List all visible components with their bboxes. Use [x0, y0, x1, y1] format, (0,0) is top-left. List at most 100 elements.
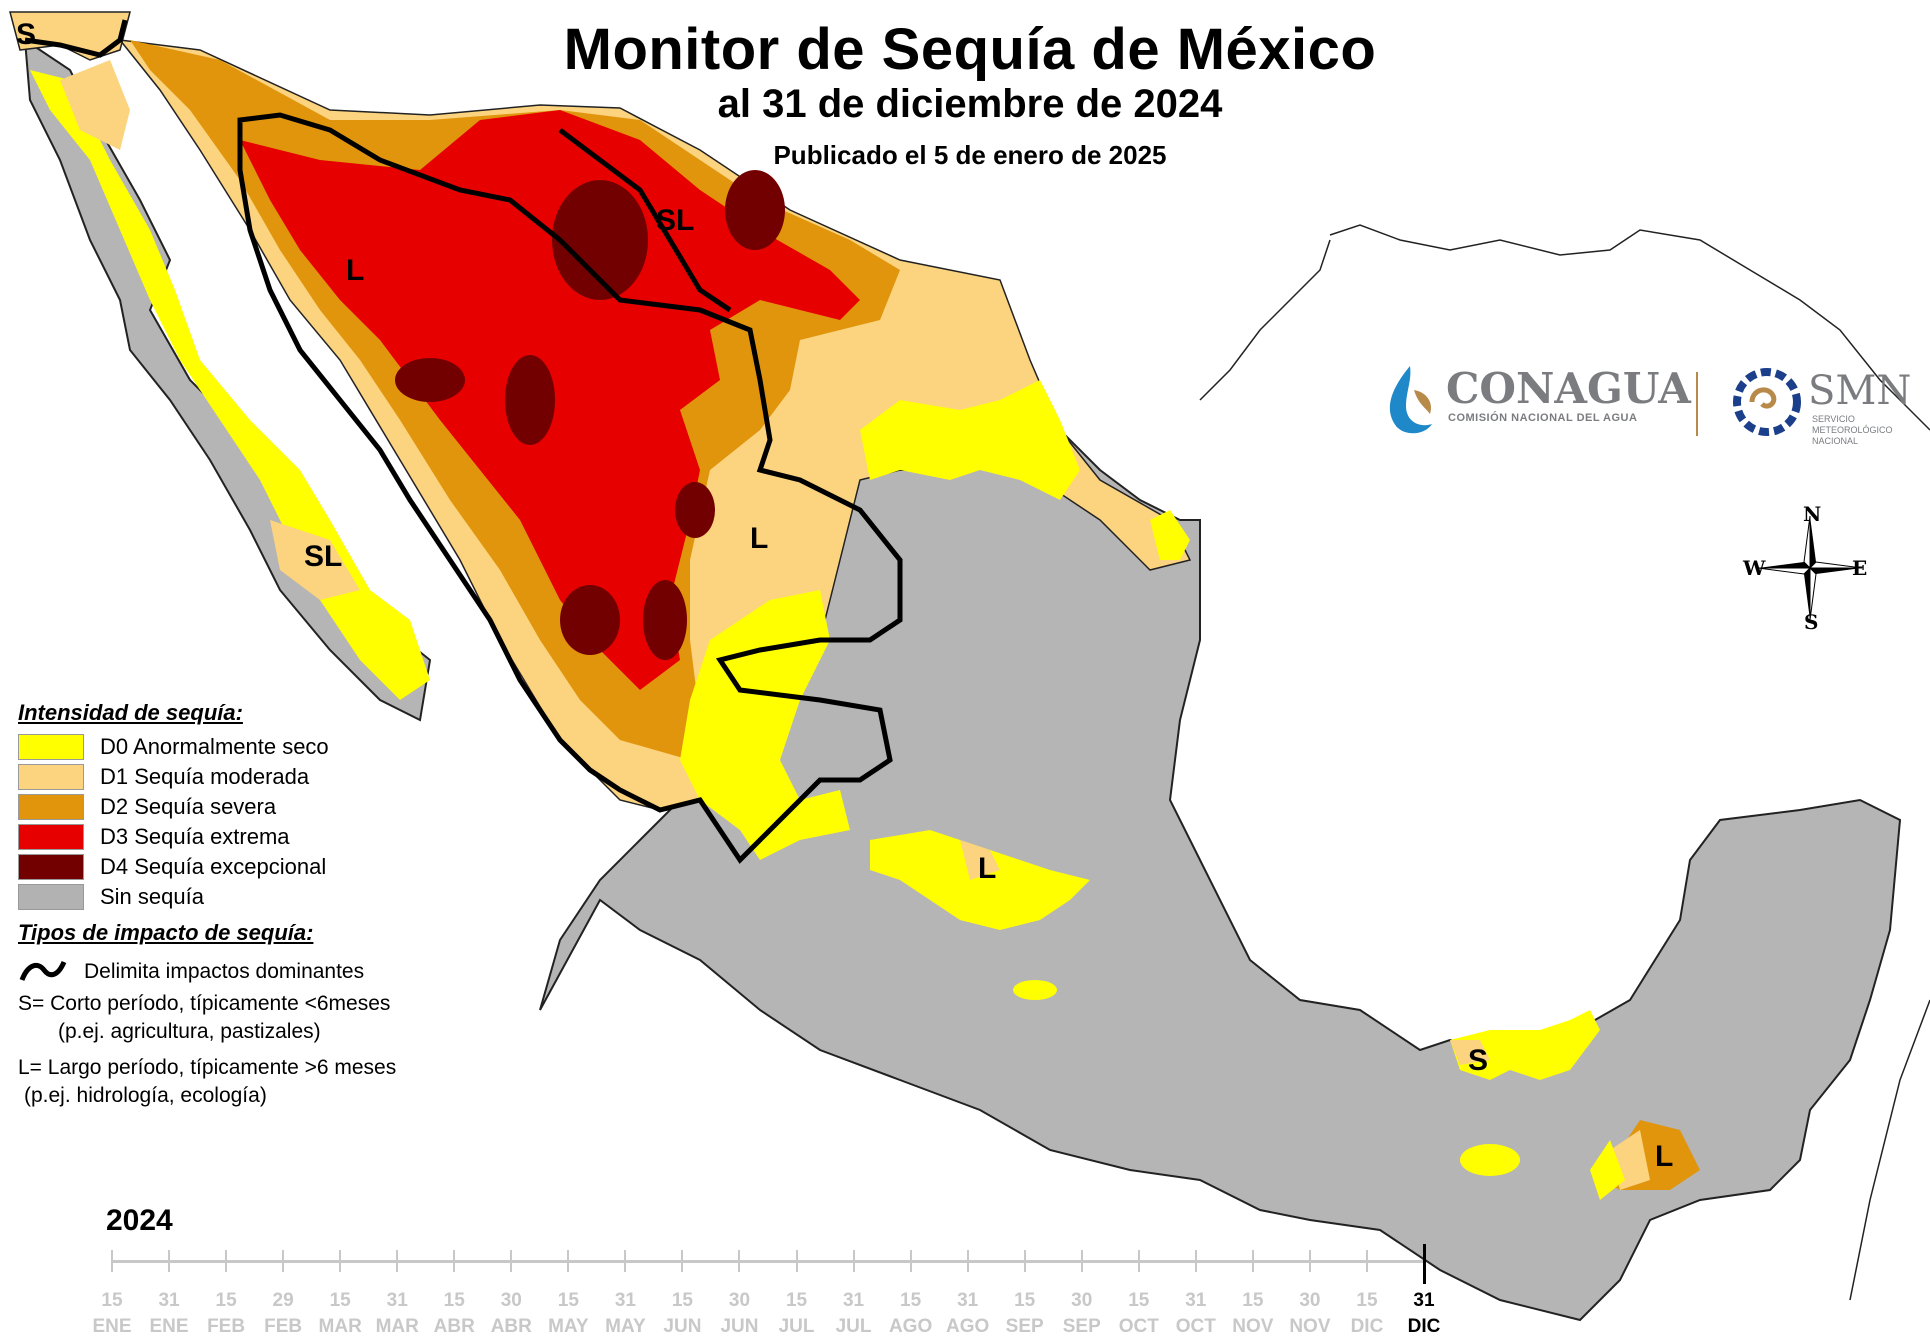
timeline-tick-day: 29: [272, 1290, 294, 1311]
compass-north: N: [1803, 502, 1822, 526]
timeline-tick: [624, 1250, 627, 1272]
timeline-tick-day: 15: [1014, 1290, 1036, 1311]
timeline-tick: [567, 1250, 570, 1272]
page-subtitle: al 31 de diciembre de 2024: [717, 82, 1223, 126]
legend-swatch-none: [18, 884, 84, 910]
timeline-tick: [966, 1250, 969, 1272]
timeline-tick-day: 30: [1071, 1290, 1093, 1311]
timeline-tick-day: 30: [500, 1290, 522, 1311]
timeline-tick-month: DIC: [1407, 1316, 1441, 1337]
logo-divider: [1696, 372, 1698, 436]
drought-d4-patch: [560, 585, 620, 655]
timeline-tick: [1023, 1250, 1026, 1272]
legend: Intensidad de sequía: D0 Anormalmente se…: [18, 700, 478, 1110]
map-label: L: [1655, 1140, 1674, 1173]
drought-d4-patch: [725, 170, 785, 250]
timeline-tick-month: JUN: [663, 1316, 702, 1337]
timeline-tick-day: 31: [614, 1290, 636, 1311]
legend-item: D0 Anormalmente seco: [18, 732, 478, 762]
smn-subtitle-line: SERVICIO: [1812, 414, 1855, 424]
timeline-tick-day: 30: [728, 1290, 751, 1311]
timeline-tick: [795, 1250, 798, 1272]
page-title: Monitor de Sequía de México: [563, 17, 1377, 82]
compass-rose-icon: [1757, 515, 1863, 621]
timeline-tick-month: FEB: [264, 1316, 303, 1337]
legend-item: Sin sequía: [18, 882, 478, 912]
smn-subtitle-line: METEOROLÓGICO: [1812, 425, 1893, 435]
map-label: S: [16, 18, 37, 51]
timeline-tick-day: 30: [1299, 1290, 1321, 1311]
timeline-year: 2024: [106, 1204, 173, 1237]
timeline-tick-day: 15: [900, 1290, 922, 1311]
legend-swatch-d3: [18, 824, 84, 850]
timeline-tick-month: JUL: [835, 1316, 872, 1337]
smn-emblem-icon: [1733, 368, 1801, 436]
legend-swatch-d0: [18, 734, 84, 760]
drought-d4-patch: [395, 358, 465, 402]
legend-label: Sin sequía: [100, 884, 204, 909]
timeline-tick-day: 15: [215, 1290, 237, 1311]
timeline-tick-day: 15: [671, 1290, 693, 1311]
drought-d1-top-left: [9, 11, 131, 61]
timeline-tick-day: 31: [1413, 1290, 1435, 1311]
timeline-tick-month: SEP: [1062, 1316, 1101, 1337]
published-date: Publicado el 5 de enero de 2025: [773, 140, 1167, 170]
compass-east: E: [1852, 556, 1868, 580]
timeline-tick-day: 31: [1185, 1290, 1207, 1311]
timeline-tick-month: FEB: [207, 1316, 246, 1337]
map-label: L: [346, 254, 365, 287]
timeline-tick: [852, 1250, 855, 1272]
drought-d0-bajio: [870, 830, 1090, 930]
timeline-tick: [1194, 1250, 1197, 1272]
map-label: SL: [656, 204, 695, 237]
timeline-tick: [1080, 1250, 1083, 1272]
timeline-axis: [112, 1260, 1424, 1263]
us-coastline: [1329, 224, 1930, 431]
conagua-emblem-icon: [1389, 366, 1432, 434]
legend-impact-title: Tipos de impacto de sequía:: [18, 920, 314, 945]
drought-d4-patch: [505, 355, 555, 445]
drought-d4-patch: [675, 482, 715, 538]
conagua-logo: CONAGUA COMISIÓN NACIONAL DEL AGUA: [1380, 360, 1691, 440]
timeline-tick-day: 31: [158, 1290, 180, 1311]
legend-swatch-d4: [18, 854, 84, 880]
timeline-tick-day: 15: [329, 1290, 351, 1311]
timeline-tick: [510, 1250, 513, 1272]
legend-item: D2 Sequía severa: [18, 792, 478, 822]
drought-d1-baja: [60, 60, 130, 150]
timeline-tick-day: 15: [1242, 1290, 1264, 1311]
legend-item: D3 Sequía extrema: [18, 822, 478, 852]
timeline-tick-day: 15: [1356, 1290, 1378, 1311]
drought-d4-patch: [643, 580, 687, 660]
legend-label: D0 Anormalmente seco: [100, 734, 329, 759]
conagua-name: CONAGUA: [1446, 364, 1691, 413]
timeline-tick: [1365, 1250, 1368, 1272]
timeline-tick: [282, 1250, 285, 1272]
timeline-tick-month: ABR: [490, 1316, 532, 1337]
timeline-tick-month: SEP: [1005, 1316, 1044, 1337]
timeline-tick: [909, 1250, 912, 1272]
impact-s-line1: S= Corto período, típicamente <6meses: [18, 992, 391, 1015]
timeline-tick-day: 15: [443, 1290, 465, 1311]
legend-item: D1 Sequía moderada: [18, 762, 478, 792]
legend-item: D4 Sequía excepcional: [18, 852, 478, 882]
timeline-tick-month: MAY: [548, 1316, 589, 1337]
drought-d0-yucatan: [1450, 1010, 1600, 1080]
timeline-tick-month: JUL: [778, 1316, 815, 1337]
timeline-tick: [681, 1250, 684, 1272]
timeline-tick-month: MAR: [318, 1316, 362, 1337]
timeline-tick-month: DIC: [1350, 1316, 1384, 1337]
impact-s-line2: (p.ej. agricultura, pastizales): [58, 1020, 321, 1043]
timeline-tick-day: 15: [557, 1290, 579, 1311]
timeline-tick: [453, 1250, 456, 1272]
timeline-tick: [1251, 1250, 1254, 1272]
map-label: S: [1468, 1044, 1489, 1077]
drought-d4-patch: [552, 180, 648, 300]
timeline-tick-month: NOV: [1232, 1316, 1274, 1337]
smn-logo: SMN SERVICIO METEOROLÓGICO NACIONAL: [1732, 362, 1912, 452]
timeline-tick-month: AGO: [946, 1316, 990, 1337]
timeline-tick: [1308, 1250, 1311, 1272]
compass-south: S: [1804, 610, 1819, 634]
impact-boundary-line: [237, 112, 903, 864]
